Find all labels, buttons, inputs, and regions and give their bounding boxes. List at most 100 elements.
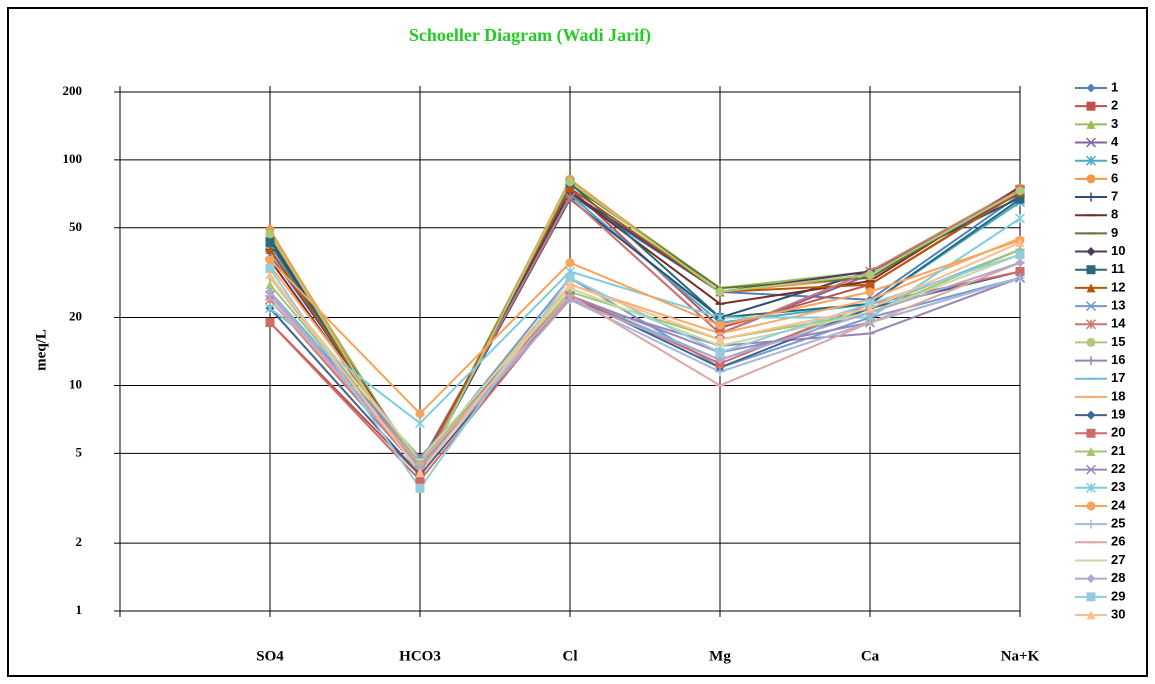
chart-title: Schoeller Diagram (Wadi Jarif) <box>409 25 651 46</box>
marker <box>415 463 425 473</box>
series-line <box>269 261 1021 466</box>
marker <box>265 255 275 265</box>
legend-label: 18 <box>1111 388 1125 403</box>
marker <box>565 258 575 268</box>
marker <box>265 263 275 273</box>
marker <box>1086 501 1096 511</box>
y-axis-label: meq/L <box>33 329 49 371</box>
legend-label: 29 <box>1111 588 1125 603</box>
marker <box>1085 464 1097 475</box>
legend-label: 28 <box>1111 570 1125 585</box>
marker <box>1085 137 1097 148</box>
legend-label: 4 <box>1111 134 1119 149</box>
y-tick-label: 20 <box>69 309 82 324</box>
marker <box>415 475 425 485</box>
chart-frame <box>7 7 1148 677</box>
legend-label: 9 <box>1111 225 1118 240</box>
series-line <box>269 239 1021 416</box>
marker <box>865 328 875 338</box>
marker <box>565 177 575 187</box>
marker <box>865 303 875 313</box>
marker <box>1085 319 1097 330</box>
legend-label: 7 <box>1111 188 1118 203</box>
legend-label: 23 <box>1111 479 1125 494</box>
marker <box>1086 410 1096 420</box>
marker <box>1015 194 1025 204</box>
marker <box>265 318 275 328</box>
legend-label: 3 <box>1111 116 1118 131</box>
y-tick-label: 100 <box>63 151 83 166</box>
marker <box>865 270 875 280</box>
marker <box>265 238 275 248</box>
marker <box>1086 356 1096 366</box>
marker <box>1015 238 1025 248</box>
marker <box>565 273 575 283</box>
marker <box>714 312 726 323</box>
marker <box>1086 610 1096 620</box>
x-tick-label: Mg <box>709 648 731 664</box>
legend-label: 13 <box>1111 298 1125 313</box>
legend-label: 2 <box>1111 98 1118 113</box>
marker <box>565 280 575 290</box>
legend-label: 27 <box>1111 552 1125 567</box>
legend-label: 21 <box>1111 443 1125 458</box>
legend-label: 17 <box>1111 370 1125 385</box>
legend-label: 5 <box>1111 152 1118 167</box>
marker <box>865 287 875 297</box>
marker <box>1086 247 1096 257</box>
legend-label: 14 <box>1111 316 1126 331</box>
marker <box>565 183 575 193</box>
marker <box>415 409 425 419</box>
marker <box>1014 213 1026 224</box>
marker <box>565 295 575 305</box>
legend-label: 20 <box>1111 425 1125 440</box>
series-line <box>269 276 1021 468</box>
marker <box>715 367 725 377</box>
marker <box>1085 301 1097 312</box>
marker <box>715 347 725 357</box>
marker <box>1085 482 1097 493</box>
x-tick-label: Cl <box>563 648 578 664</box>
x-tick-label: Na+K <box>1001 648 1040 664</box>
y-tick-label: 5 <box>76 444 83 459</box>
series-line <box>269 253 1021 461</box>
legend-label: 8 <box>1111 207 1118 222</box>
marker <box>1015 258 1025 268</box>
y-tick-label: 1 <box>76 602 83 617</box>
marker <box>1086 192 1096 202</box>
marker <box>1085 155 1097 166</box>
marker <box>1086 519 1096 529</box>
marker <box>265 280 275 290</box>
marker <box>415 483 425 493</box>
marker <box>1086 101 1096 111</box>
marker <box>1086 592 1096 602</box>
marker <box>1015 273 1025 283</box>
marker <box>414 418 426 429</box>
x-tick-label: SO4 <box>256 648 284 664</box>
series-line <box>269 188 1021 473</box>
marker <box>715 334 725 344</box>
x-tick-label: HCO3 <box>399 648 441 664</box>
marker <box>1086 265 1096 275</box>
legend-label: 16 <box>1111 352 1125 367</box>
legend-label: 12 <box>1111 279 1125 294</box>
marker <box>1086 337 1096 347</box>
x-tick-label: Ca <box>861 648 880 664</box>
marker <box>1086 574 1096 584</box>
legend-label: 15 <box>1111 334 1125 349</box>
marker <box>415 468 425 478</box>
marker <box>1086 446 1096 456</box>
marker <box>1086 83 1096 93</box>
marker <box>715 320 725 330</box>
legend-label: 6 <box>1111 170 1118 185</box>
marker <box>1015 186 1025 196</box>
y-tick-label: 2 <box>76 534 83 549</box>
legend-label: 24 <box>1111 497 1126 512</box>
legend-label: 1 <box>1111 79 1118 94</box>
marker <box>1086 119 1096 129</box>
legend-label: 11 <box>1111 261 1125 276</box>
series-line <box>269 241 1021 475</box>
marker <box>1015 267 1025 277</box>
y-tick-label: 10 <box>69 376 82 391</box>
